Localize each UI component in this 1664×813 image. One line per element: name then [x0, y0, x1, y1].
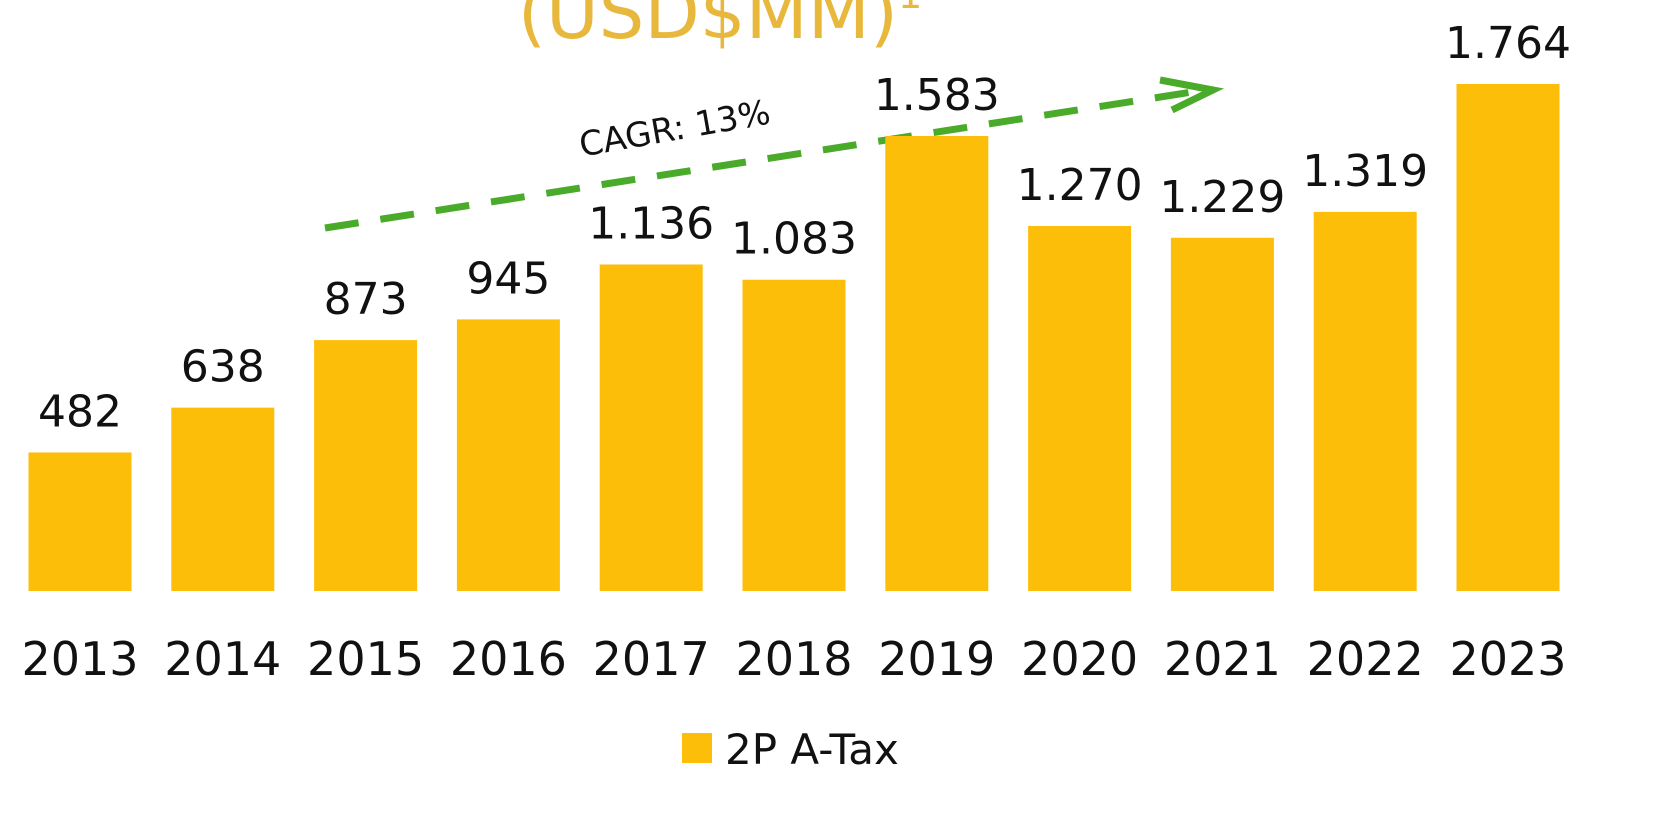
value-label: 1.136 — [588, 198, 714, 249]
cagr-arrow — [324, 86, 1206, 232]
title-note: 1 — [898, 0, 922, 17]
bar — [1456, 84, 1560, 591]
bar — [314, 340, 418, 591]
x-tick-label: 2013 — [21, 632, 138, 686]
cagr-arrow-head — [1159, 76, 1225, 114]
value-label: 873 — [324, 274, 408, 325]
x-tick-label: 2014 — [164, 632, 281, 686]
value-label: 1.229 — [1159, 172, 1285, 223]
bar — [1028, 225, 1132, 592]
bar — [1313, 211, 1417, 591]
x-tick-label: 2022 — [1307, 632, 1424, 686]
x-tick-label: 2020 — [1021, 632, 1138, 686]
chart-title: (USD$MM)1 — [518, 0, 922, 55]
bar — [171, 407, 275, 591]
value-label: 482 — [38, 386, 122, 437]
x-tick-label: 2021 — [1164, 632, 1281, 686]
x-tick-label: 2023 — [1449, 632, 1566, 686]
x-tick-label: 2016 — [450, 632, 567, 686]
legend-swatch — [682, 733, 712, 763]
x-tick-label: 2018 — [735, 632, 852, 686]
x-tick-label: 2015 — [307, 632, 424, 686]
bar — [599, 264, 703, 591]
value-label: 638 — [181, 342, 265, 393]
legend-label: 2P A-Tax — [725, 725, 899, 774]
bar — [28, 452, 132, 591]
x-tick-label: 2017 — [593, 632, 710, 686]
value-label: 1.319 — [1302, 146, 1428, 197]
title-text: (USD$MM) — [518, 0, 898, 55]
value-label: 945 — [466, 253, 550, 304]
cagr-label: CAGR: 13% — [576, 93, 773, 166]
value-label: 1.083 — [731, 214, 857, 265]
value-label: 1.764 — [1445, 18, 1571, 69]
bar — [885, 136, 989, 592]
bar — [456, 319, 560, 591]
value-label: 1.270 — [1017, 160, 1143, 211]
x-tick-label: 2019 — [878, 632, 995, 686]
bar — [1170, 237, 1274, 591]
value-label: 1.583 — [874, 70, 1000, 121]
bar — [742, 279, 846, 591]
